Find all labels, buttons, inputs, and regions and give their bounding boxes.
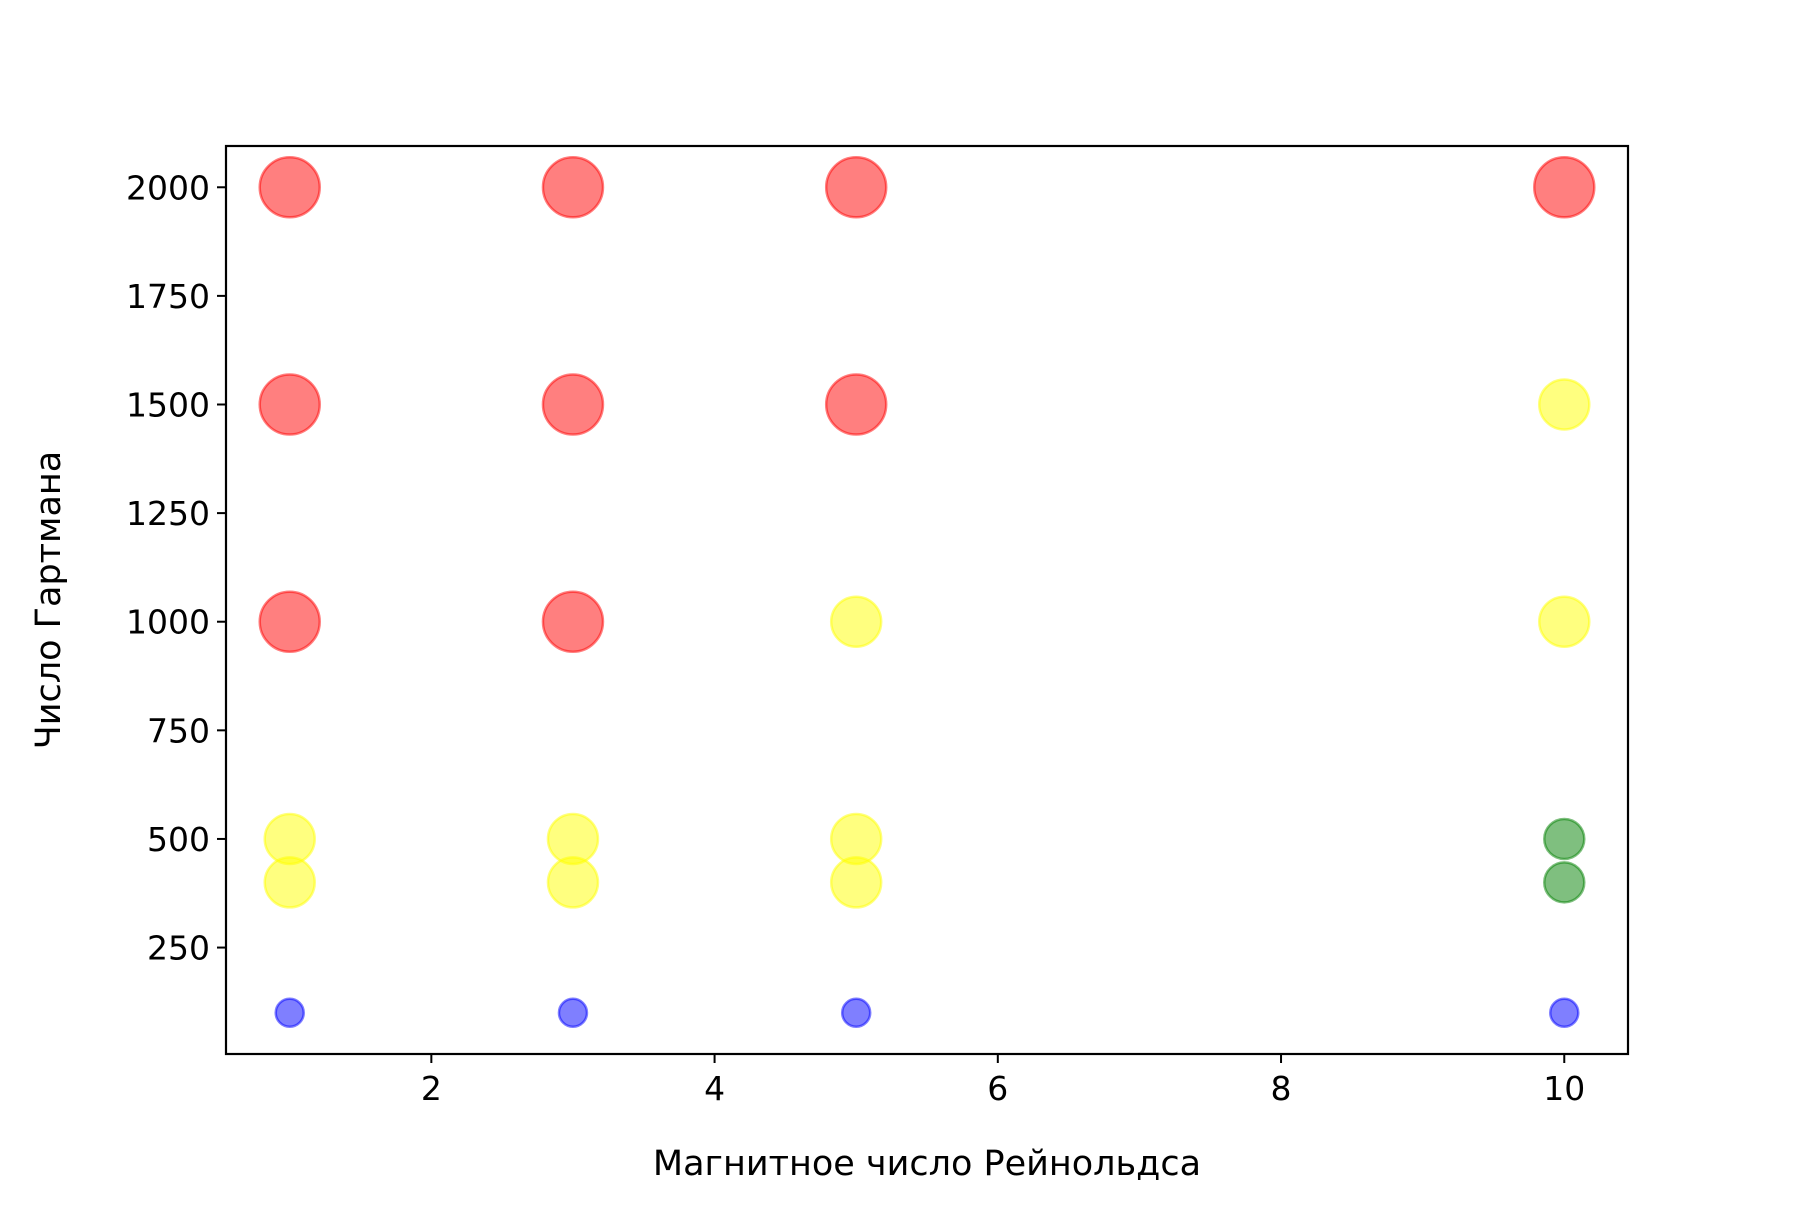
y-tick-label: 1250 — [126, 494, 210, 533]
scatter-point — [1549, 997, 1580, 1028]
scatter-point — [1538, 595, 1591, 648]
scatter-point — [546, 812, 600, 866]
scatter-point — [557, 997, 589, 1028]
y-axis-ticks: 250 500 750 1000 1250 1500 1750 2000 — [126, 168, 226, 968]
scatter-point — [824, 373, 888, 436]
y-tick-label: 1000 — [126, 603, 210, 642]
points-layer — [258, 156, 1596, 1028]
x-axis-ticks: 2 4 6 8 10 — [421, 1054, 1585, 1108]
scatter-point — [274, 997, 305, 1028]
scatter-point — [1533, 156, 1596, 219]
scatter-point — [258, 156, 321, 219]
x-axis-label: Магнитное число Рейнольдса — [653, 1144, 1201, 1184]
y-tick-label: 1500 — [126, 385, 210, 424]
scatter-point — [541, 156, 605, 219]
x-tick-label: 6 — [987, 1069, 1008, 1108]
plot-frame — [224, 144, 1630, 1056]
scatter-point — [829, 812, 883, 866]
scatter-point — [541, 590, 605, 653]
x-tick-label: 8 — [1271, 1069, 1292, 1108]
scatter-point — [258, 373, 321, 436]
scatter-point — [829, 595, 883, 648]
y-tick-label: 750 — [147, 711, 210, 750]
scatter-point — [541, 373, 605, 436]
scatter-point — [1538, 378, 1591, 431]
x-tick-label: 4 — [704, 1069, 725, 1108]
y-tick-label: 500 — [147, 820, 210, 859]
scatter-point — [1543, 861, 1586, 904]
scatter-point — [258, 590, 321, 653]
scatter-point — [263, 812, 316, 866]
scatter-point — [1543, 817, 1586, 861]
y-tick-label: 250 — [147, 929, 210, 968]
y-tick-label: 1750 — [126, 277, 210, 316]
x-tick-label: 10 — [1543, 1069, 1585, 1108]
y-tick-label: 2000 — [126, 168, 210, 207]
y-axis-label: Число Гартмана — [29, 451, 69, 749]
x-tick-label: 2 — [421, 1069, 442, 1108]
scatter-point — [840, 997, 872, 1028]
scatter-point — [824, 156, 888, 219]
